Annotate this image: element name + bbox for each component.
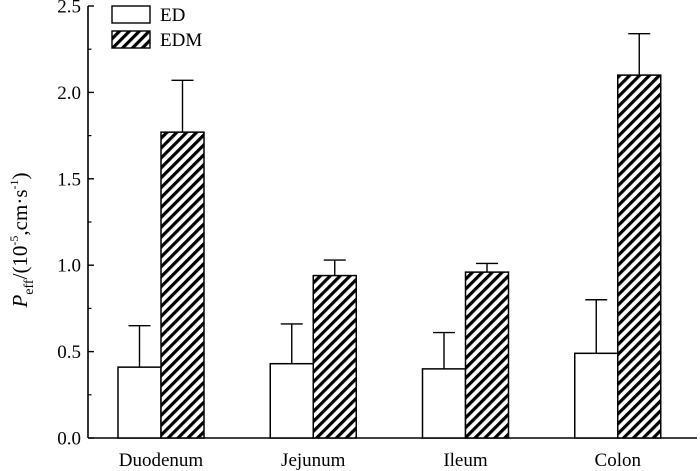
legend: ED EDM	[111, 5, 202, 51]
y-axis: 0.0 0.5 1.0 1.5 2.0 2.5	[57, 0, 94, 450]
y-tick-label: 2.0	[57, 83, 81, 104]
y-tick-label: 1.5	[57, 169, 81, 190]
y-label-unit-exp: -5	[7, 236, 21, 246]
y-tick-label: 1.0	[57, 256, 81, 277]
y-tick-label: 2.5	[57, 0, 81, 18]
y-label-unit-mid: ,cm·s	[8, 189, 32, 235]
y-label-unit-exp2: -1	[7, 179, 21, 189]
bar-edm-colon	[617, 74, 662, 439]
y-tick-label: 0.5	[57, 342, 81, 363]
x-tick-label-jejunum: Jejunum	[281, 450, 346, 471]
bars-group	[117, 74, 662, 439]
x-tick-label-ileum: Ileum	[443, 450, 488, 471]
y-label-main-sub: eff	[22, 279, 37, 295]
legend-swatch-ed	[111, 5, 151, 24]
y-label-unit-close: )	[8, 172, 32, 179]
legend-label-edm: EDM	[160, 30, 202, 51]
legend-swatch-edm	[111, 30, 151, 49]
y-axis-label: Peff/(10-5,cm·s-1)	[7, 172, 37, 308]
bar-ed-duodenum	[117, 366, 162, 439]
bar-edm-jejunum	[312, 274, 357, 439]
x-tick-label-colon: Colon	[595, 450, 642, 471]
bar-ed-jejunum	[269, 362, 314, 439]
y-label-unit-open: /(10	[8, 246, 32, 280]
bar-edm-ileum	[464, 271, 510, 439]
bar-ed-ileum	[421, 368, 467, 439]
bar-ed-colon	[574, 352, 619, 439]
y-tick-label: 0.0	[57, 429, 81, 450]
bar-edm-duodenum	[160, 131, 205, 439]
x-tick-label-duodenum: Duodenum	[119, 450, 204, 471]
error-bars-group	[128, 32, 651, 369]
legend-label-ed: ED	[160, 5, 185, 26]
y-label-main: P	[8, 295, 32, 309]
